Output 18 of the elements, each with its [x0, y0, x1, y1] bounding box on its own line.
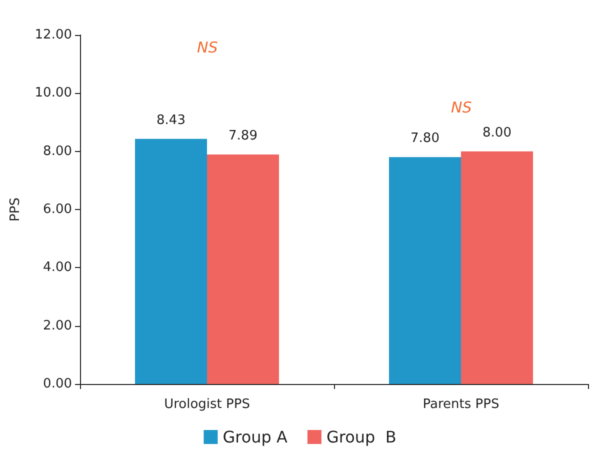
data-label: 7.89: [228, 128, 258, 144]
y-tick-label: 4.00: [43, 260, 72, 276]
data-label: 8.43: [156, 112, 186, 128]
x-tick-label: Parents PPS: [422, 397, 500, 412]
data-label: 7.80: [410, 131, 440, 146]
annotation: NS: [197, 38, 218, 56]
x-tick-label: Urologist PPS: [164, 397, 250, 412]
legend-label: Group A: [222, 428, 288, 446]
data-label: 8.00: [482, 125, 512, 140]
y-tick-label: 6.00: [43, 202, 72, 217]
y-tick-label: 0.00: [43, 376, 72, 392]
annotation: NS: [451, 98, 472, 116]
y-tick-label: 2.00: [43, 318, 72, 334]
legend-label: Group B: [326, 428, 396, 446]
y-tick-label: 12.00: [34, 28, 72, 42]
y-tick-label: 8.00: [43, 144, 72, 159]
y-axis-title: PPS: [8, 198, 23, 222]
y-tick-label: 10.00: [34, 86, 72, 101]
